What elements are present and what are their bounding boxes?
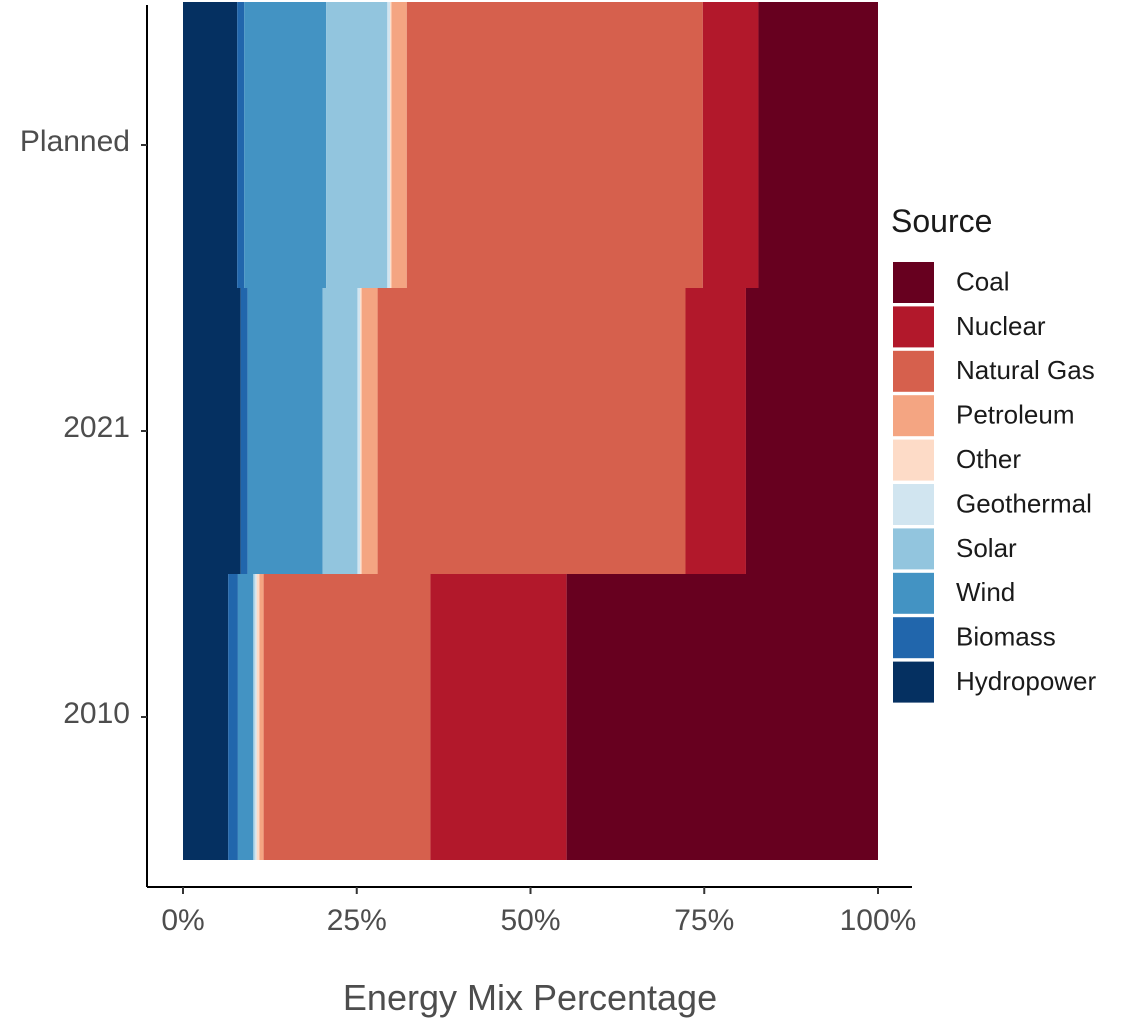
x-ticks-layer: 0% 25% 50% 75% 100%: [161, 887, 916, 937]
bar-segment-solar-planned: [326, 2, 388, 288]
legend-key-petroleum: [893, 395, 934, 437]
legend-key-solar: [893, 528, 934, 570]
bar-segment-wind-2010: [237, 574, 254, 860]
y-tick-label: Planned: [20, 125, 130, 158]
bar-segment-solar-2010: [253, 574, 255, 860]
y-tick-label: 2010: [63, 697, 130, 730]
legend-label: Natural Gas: [956, 355, 1095, 385]
x-axis-title: Energy Mix Percentage: [343, 977, 717, 1018]
bar-segment-petroleum-2021: [361, 288, 378, 574]
x-tick-label: 75%: [674, 904, 734, 937]
bar-segment-other-2021: [360, 288, 362, 574]
bar-segment-petroleum-planned: [391, 2, 407, 288]
legend-label: Wind: [956, 577, 1015, 607]
legend-key-geothermal: [893, 484, 934, 525]
y-tick-label: 2021: [63, 411, 130, 444]
legend-key-other: [893, 439, 934, 481]
legend-label: Geothermal: [956, 488, 1092, 518]
bar-segment-natural-gas-2021: [377, 288, 686, 574]
bar-segment-coal-2010: [566, 574, 878, 860]
legend-label: Petroleum: [956, 400, 1075, 430]
bar-segment-nuclear-2010: [430, 574, 567, 860]
legend-label: Solar: [956, 533, 1017, 563]
bar-segment-coal-2021: [745, 288, 878, 574]
bar-segment-geothermal-planned: [387, 2, 391, 288]
legend-label: Biomass: [956, 622, 1056, 652]
y-ticks-layer: 2010 2021 Planned: [20, 125, 147, 730]
legend-title: Source: [891, 203, 992, 239]
x-tick-label: 0%: [161, 904, 204, 937]
bar-segment-hydropower-2021: [183, 288, 241, 574]
bar-segment-wind-2021: [247, 288, 323, 574]
legend-key-hydropower: [893, 661, 934, 703]
bar-segment-biomass-planned: [237, 2, 245, 288]
bar-segment-hydropower-2010: [183, 574, 229, 860]
x-tick-label: 50%: [500, 904, 560, 937]
legend-key-biomass: [893, 617, 934, 659]
bar-segment-geothermal-2021: [357, 288, 361, 574]
bar-segment-solar-2021: [322, 288, 358, 574]
bar-segment-nuclear-planned: [702, 2, 759, 288]
legend-key-wind: [893, 572, 934, 614]
bar-segment-biomass-2010: [228, 574, 238, 860]
bar-segment-coal-planned: [758, 2, 878, 288]
bars-layer: [183, 2, 878, 860]
bar-segment-hydropower-planned: [183, 2, 238, 288]
legend-label: Other: [956, 444, 1021, 474]
bar-segment-biomass-2021: [240, 288, 248, 574]
bar-segment-other-planned: [390, 2, 392, 288]
legend-label: Hydropower: [956, 666, 1097, 696]
bar-segment-natural-gas-planned: [406, 2, 703, 288]
x-tick-label: 25%: [327, 904, 387, 937]
legend-key-nuclear: [893, 306, 934, 348]
bar-segment-wind-planned: [244, 2, 327, 288]
legend-label: Nuclear: [956, 311, 1046, 341]
bar-segment-other-2010: [256, 574, 260, 860]
legend-key-natural-gas: [893, 350, 934, 392]
bar-segment-petroleum-2010: [259, 574, 264, 860]
legend-key-coal: [893, 262, 934, 303]
bar-segment-natural-gas-2010: [263, 574, 431, 860]
bar-segment-nuclear-2021: [685, 288, 746, 574]
legend: Coal Nuclear Natural Gas Petroleum Other Geot…: [893, 262, 1097, 703]
x-tick-label: 100%: [840, 904, 917, 937]
bar-segment-geothermal-2010: [254, 574, 257, 860]
legend-label: Coal: [956, 266, 1009, 296]
